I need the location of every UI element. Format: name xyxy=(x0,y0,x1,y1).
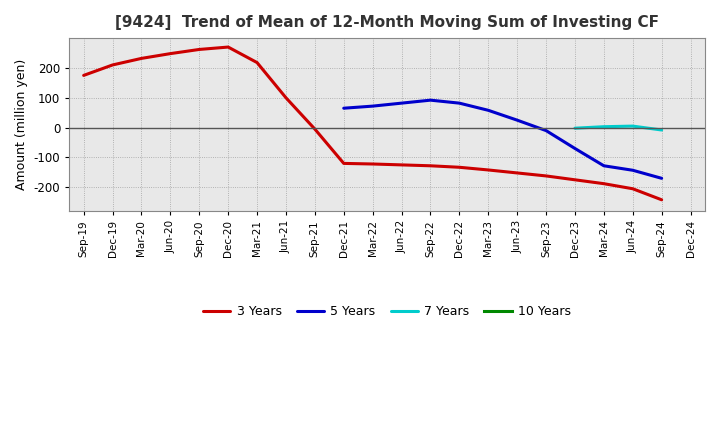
3 Years xyxy=(513,170,521,176)
Legend: 3 Years, 5 Years, 7 Years, 10 Years: 3 Years, 5 Years, 7 Years, 10 Years xyxy=(198,301,576,323)
3 Years xyxy=(484,167,492,172)
3 Years xyxy=(571,177,580,183)
Line: 7 Years: 7 Years xyxy=(575,126,662,130)
3 Years xyxy=(600,181,608,186)
5 Years xyxy=(397,100,406,106)
3 Years xyxy=(455,165,464,170)
7 Years xyxy=(629,124,637,129)
5 Years xyxy=(513,117,521,123)
5 Years xyxy=(600,163,608,169)
3 Years xyxy=(369,161,377,167)
3 Years xyxy=(137,56,145,61)
3 Years xyxy=(629,186,637,191)
5 Years xyxy=(541,128,550,133)
Y-axis label: Amount (million yen): Amount (million yen) xyxy=(15,59,28,190)
Line: 5 Years: 5 Years xyxy=(343,100,662,178)
3 Years xyxy=(166,51,175,56)
3 Years xyxy=(108,62,117,68)
3 Years xyxy=(282,95,290,100)
3 Years xyxy=(310,126,319,132)
5 Years xyxy=(369,103,377,109)
3 Years xyxy=(657,197,666,202)
5 Years xyxy=(426,98,435,103)
3 Years xyxy=(426,163,435,169)
3 Years xyxy=(397,162,406,168)
Line: 3 Years: 3 Years xyxy=(84,47,662,200)
7 Years xyxy=(657,127,666,132)
5 Years xyxy=(339,106,348,111)
3 Years xyxy=(224,44,233,50)
Title: [9424]  Trend of Mean of 12-Month Moving Sum of Investing CF: [9424] Trend of Mean of 12-Month Moving … xyxy=(115,15,659,30)
3 Years xyxy=(541,173,550,179)
5 Years xyxy=(629,168,637,173)
3 Years xyxy=(195,47,204,52)
5 Years xyxy=(484,108,492,113)
5 Years xyxy=(455,100,464,106)
3 Years xyxy=(253,60,261,65)
7 Years xyxy=(571,125,580,131)
7 Years xyxy=(600,124,608,129)
5 Years xyxy=(657,176,666,181)
3 Years xyxy=(339,161,348,166)
3 Years xyxy=(79,73,88,78)
5 Years xyxy=(571,146,580,151)
